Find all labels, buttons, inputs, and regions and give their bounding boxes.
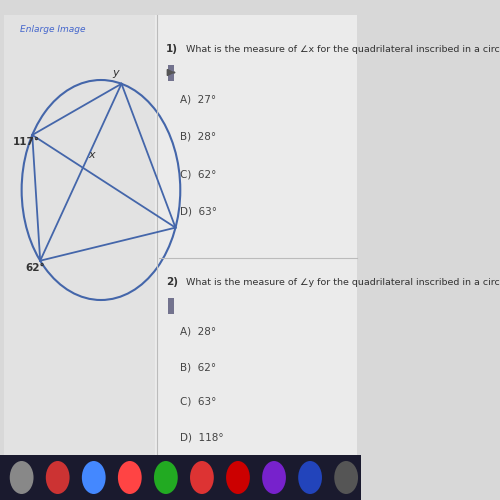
Circle shape [46,461,70,494]
Circle shape [262,461,286,494]
FancyBboxPatch shape [0,455,360,500]
Text: y: y [112,68,119,78]
FancyBboxPatch shape [155,15,357,455]
Circle shape [298,461,322,494]
Text: What is the measure of ∠y for the quadrilateral inscribed in a circle?: What is the measure of ∠y for the quadri… [186,278,500,287]
Circle shape [154,461,178,494]
Circle shape [82,461,106,494]
FancyBboxPatch shape [168,65,174,81]
Circle shape [10,461,34,494]
Text: 62°: 62° [26,262,46,272]
Text: 1): 1) [166,44,178,54]
Text: Enlarge Image: Enlarge Image [20,26,86,35]
Text: D)  63°: D) 63° [180,207,218,217]
FancyBboxPatch shape [4,15,155,455]
Text: What is the measure of ∠x for the quadrilateral inscribed in a circle?: What is the measure of ∠x for the quadri… [186,46,500,54]
Text: C)  62°: C) 62° [180,170,216,179]
Text: B)  62°: B) 62° [180,362,216,372]
FancyBboxPatch shape [168,298,174,314]
Text: 117°: 117° [12,137,40,147]
Text: D)  118°: D) 118° [180,432,224,442]
Text: C)  63°: C) 63° [180,397,216,407]
Text: A)  27°: A) 27° [180,94,216,104]
Text: B)  28°: B) 28° [180,132,216,142]
Text: 2): 2) [166,277,178,287]
Circle shape [334,461,358,494]
Circle shape [118,461,142,494]
Circle shape [226,461,250,494]
Text: A)  28°: A) 28° [180,327,216,337]
Text: x: x [88,150,95,160]
Circle shape [190,461,214,494]
